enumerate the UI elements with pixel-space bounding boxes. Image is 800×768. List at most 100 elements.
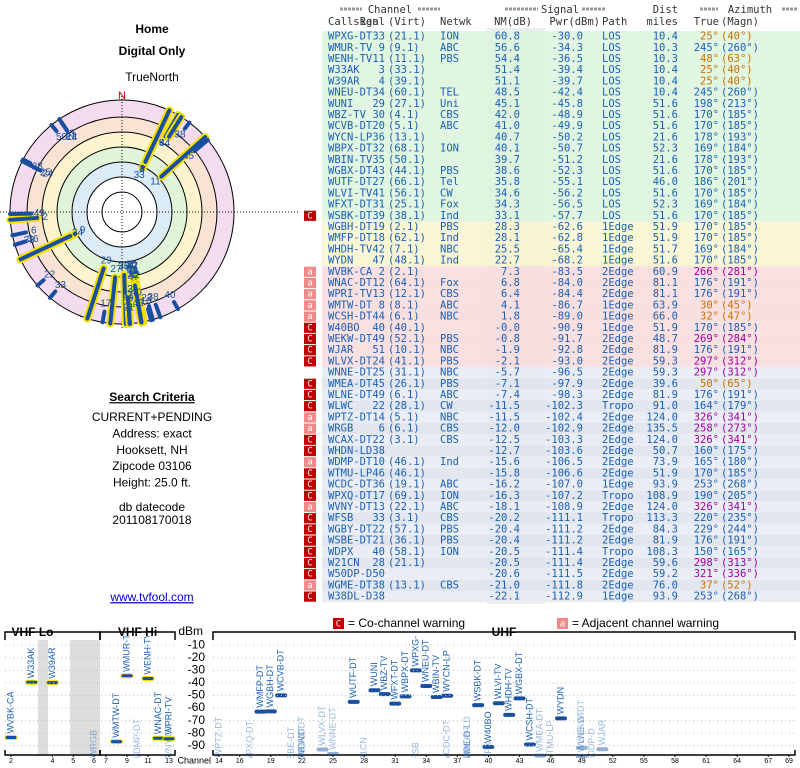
- north-label: TrueNorth: [125, 70, 179, 84]
- station: WRGB: [88, 730, 98, 758]
- legend-key-box: [333, 618, 344, 629]
- station-label: W50DP-D: [586, 728, 596, 768]
- station-label: WGBX-DT: [514, 651, 524, 694]
- cell: -11.5: [488, 411, 520, 423]
- cell: -20.4: [488, 523, 520, 535]
- cell: WGBX-DT: [328, 165, 373, 177]
- polar-label: 40: [131, 287, 143, 298]
- cell: 1Edge: [602, 232, 634, 244]
- cell: (60.1): [388, 87, 426, 99]
- polar-label: 50: [56, 132, 68, 143]
- row-bg: [322, 378, 800, 390]
- cell: (6.1): [388, 311, 420, 323]
- cell: TEL: [440, 87, 459, 99]
- station-label: WFXT-DT: [390, 659, 400, 699]
- station: WBPX-DT: [399, 650, 412, 699]
- warning-key: a: [307, 312, 312, 322]
- cell: 10.4: [653, 31, 678, 43]
- cell: 11: [372, 53, 385, 65]
- x-tick-label: 2: [9, 758, 13, 765]
- station-label: WVBK-CA: [5, 692, 15, 734]
- x-tick-label: 9: [125, 758, 129, 765]
- station-label: WNEU-DT: [421, 639, 431, 682]
- cell: LOS: [602, 210, 621, 222]
- x-tick-label: 4: [51, 758, 55, 765]
- cell: 42: [372, 243, 385, 255]
- cell: (48.1): [388, 255, 426, 267]
- station: WTMU-LP: [545, 721, 555, 758]
- cell: 1Edge: [602, 322, 634, 334]
- x-tick-label: 37: [453, 758, 461, 765]
- cell: 51: [372, 344, 385, 356]
- warning-key: C: [307, 357, 312, 367]
- warning-box: [304, 546, 316, 557]
- station-mark: [523, 742, 536, 747]
- station-label: WLVX-DT: [317, 705, 327, 745]
- cell: 170°: [694, 232, 719, 244]
- cell: 51.7: [653, 243, 678, 255]
- station-mark: [120, 673, 134, 679]
- warning-box: [304, 434, 316, 445]
- cell: WGBY-DT: [328, 523, 373, 535]
- cell: 7.3: [501, 266, 520, 278]
- cell: 2Edge: [602, 557, 634, 569]
- polar-label: 9: [80, 225, 86, 236]
- vhf-gray: [70, 640, 100, 755]
- cell: (5.1): [388, 120, 420, 132]
- station-mark: [420, 683, 433, 688]
- station-label: WENH-TV: [142, 633, 152, 675]
- cell: -102.4: [545, 411, 583, 423]
- cell: 25°: [700, 31, 719, 43]
- cell: 1Edge: [602, 299, 634, 311]
- station-mark: [409, 668, 422, 673]
- cell: LOS: [602, 53, 621, 65]
- cell: -2.1: [495, 355, 520, 367]
- cell: 176°: [694, 344, 719, 356]
- cell: 33: [372, 512, 385, 524]
- cell: 2Edge: [602, 434, 634, 446]
- station-mark: [399, 694, 412, 699]
- cell: -111.2: [545, 535, 583, 547]
- band-frame: [99, 631, 176, 756]
- y-tick-label: -20: [188, 650, 206, 664]
- cell: 91.0: [653, 400, 678, 412]
- warning-key: a: [307, 424, 312, 434]
- cell: (312°): [721, 355, 759, 367]
- search-line: Address: exact: [112, 426, 192, 440]
- cell: 160°: [694, 445, 719, 457]
- cell: 2Edge: [602, 367, 634, 379]
- site-link[interactable]: www.tvfool.com: [109, 590, 193, 604]
- row-bg: [322, 42, 800, 54]
- cell: WCVB-DT: [328, 120, 373, 132]
- cell: -48.9: [551, 109, 583, 121]
- y-tick-label: -40: [188, 675, 206, 689]
- station: WPXQ-DT: [244, 720, 254, 758]
- cell: -11.5: [488, 400, 520, 412]
- cell: (201°): [721, 176, 759, 188]
- cell: (21.1): [388, 31, 426, 43]
- cell: 135.5: [646, 423, 678, 435]
- legend-key-box: [557, 618, 568, 629]
- cell: 169°: [694, 243, 719, 255]
- station-label: WNNE-DT: [327, 707, 337, 750]
- warning-box: [304, 490, 316, 501]
- row-bg: [322, 64, 800, 76]
- cell: -92.8: [551, 344, 583, 356]
- cell: 1Edge: [602, 221, 634, 233]
- warning-box: [304, 356, 316, 367]
- cell: (47°): [721, 311, 753, 323]
- cell: -111.8: [545, 579, 583, 591]
- cell: -96.5: [551, 367, 583, 379]
- cell: WSBE-DT: [328, 535, 373, 547]
- cell: 10.3: [653, 53, 678, 65]
- polar-label: 4: [139, 164, 145, 175]
- cell: LOS: [602, 143, 621, 155]
- y-tick-label: -70: [188, 713, 206, 727]
- cell: 10.4: [653, 64, 678, 76]
- cell: (179°): [721, 400, 759, 412]
- row-bg: [322, 288, 800, 300]
- cell: 1Edge: [602, 255, 634, 267]
- group-header: Dist: [653, 4, 678, 16]
- cell: (41.1): [388, 355, 426, 367]
